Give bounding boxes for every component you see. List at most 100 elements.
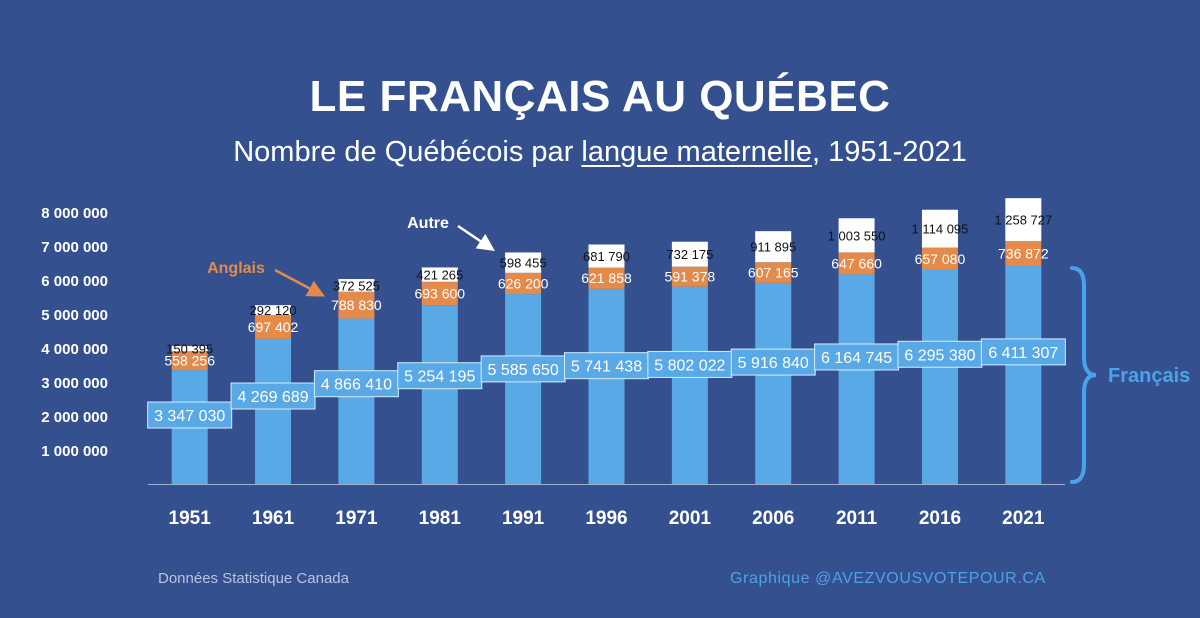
data-label-francais: 6 295 380 <box>904 347 975 364</box>
bar-francais <box>255 338 292 484</box>
annotation-francais-label: Français <box>1108 365 1190 387</box>
y-tick-label: 1 000 000 <box>41 443 108 460</box>
bar-autre <box>838 218 875 253</box>
data-label-autre: 911 895 <box>750 240 796 255</box>
data-label-autre: 1 114 095 <box>912 222 969 237</box>
data-label-anglais: 647 660 <box>831 255 882 271</box>
y-tick-label: 5 000 000 <box>41 307 108 324</box>
data-label-autre: 1 258 727 <box>994 213 1052 228</box>
data-label-francais: 4 866 410 <box>321 377 392 394</box>
data-label-box-francais <box>980 338 1066 366</box>
data-label-box-francais <box>564 352 649 380</box>
bar-anglais <box>505 272 542 295</box>
bar-autre <box>338 279 375 292</box>
bar-anglais <box>671 266 708 287</box>
x-tick-label: 1996 <box>585 508 627 529</box>
data-label-autre: 150 395 <box>166 342 213 357</box>
bar-francais <box>421 305 458 484</box>
data-label-francais: 5 916 840 <box>738 355 809 372</box>
bar-autre <box>171 346 208 352</box>
bar-autre <box>671 241 708 267</box>
bar-francais <box>755 282 792 484</box>
annotation-anglais-label: Anglais <box>207 260 265 277</box>
subtitle-prefix: Nombre de Québécois par <box>233 136 582 168</box>
data-label-anglais: 558 256 <box>164 353 215 369</box>
data-label-francais: 6 411 307 <box>988 345 1058 362</box>
chart-subtitle: Nombre de Québécois par langue maternell… <box>0 136 1200 169</box>
bar-anglais <box>421 281 458 306</box>
y-tick-label: 3 000 000 <box>41 375 108 392</box>
bar-autre <box>421 267 458 282</box>
data-label-francais: 5 585 650 <box>488 362 559 379</box>
y-tick-label: 7 000 000 <box>41 239 108 256</box>
subtitle-suffix: , 1951-2021 <box>811 136 967 168</box>
data-label-francais: 5 741 438 <box>571 359 642 376</box>
data-label-box-francais <box>147 401 233 429</box>
data-label-box-francais <box>897 340 983 368</box>
bar-anglais <box>755 262 792 283</box>
data-label-anglais: 657 080 <box>915 251 966 267</box>
data-label-francais: 3 347 030 <box>154 408 225 425</box>
bar-francais <box>588 288 625 484</box>
x-tick-label: 1971 <box>335 508 378 529</box>
subtitle-underlined: langue maternelle <box>581 136 812 168</box>
data-label-francais: 5 802 022 <box>654 357 725 374</box>
bar-autre <box>255 305 292 316</box>
x-tick-label: 2001 <box>669 508 712 529</box>
data-label-anglais: 621 858 <box>581 270 632 286</box>
x-tick-label: 2016 <box>919 508 961 529</box>
bar-francais <box>838 274 875 484</box>
annotation-anglais-arrow <box>274 268 326 297</box>
y-tick-label: 2 000 000 <box>41 409 108 426</box>
bar-anglais <box>1005 240 1042 267</box>
x-tick-label: 1951 <box>169 508 212 529</box>
bar-autre <box>921 209 958 248</box>
data-label-box-francais <box>397 362 483 390</box>
data-label-anglais: 693 600 <box>414 286 465 302</box>
data-label-anglais: 607 165 <box>748 265 799 281</box>
data-label-anglais: 788 830 <box>331 297 382 313</box>
y-tick-label: 6 000 000 <box>41 273 108 290</box>
data-label-box-francais <box>480 355 566 383</box>
data-label-francais: 5 254 195 <box>404 369 475 386</box>
data-label-anglais: 626 200 <box>498 275 549 291</box>
data-label-autre: 1 003 550 <box>828 228 886 243</box>
bar-francais <box>671 286 708 484</box>
bar-autre <box>1005 198 1042 241</box>
data-label-box-francais <box>814 343 900 371</box>
bar-anglais <box>338 291 375 319</box>
x-tick-label: 2021 <box>1002 508 1045 529</box>
data-label-anglais: 591 378 <box>665 269 716 285</box>
data-label-francais: 6 164 745 <box>821 350 892 367</box>
data-label-autre: 292 120 <box>250 303 297 318</box>
bar-autre <box>755 231 792 263</box>
francais-brace <box>1070 266 1097 484</box>
bar-francais <box>1005 266 1042 484</box>
bar-anglais <box>588 267 625 289</box>
bar-francais <box>921 269 958 484</box>
x-tick-label: 1981 <box>419 508 462 529</box>
data-source: Données Statistique Canada <box>158 570 349 587</box>
x-tick-label: 2011 <box>836 508 878 529</box>
bar-francais <box>338 318 375 484</box>
data-label-box-francais <box>313 370 399 398</box>
x-tick-label: 1961 <box>252 508 295 529</box>
bar-francais <box>505 294 542 484</box>
data-label-autre: 732 175 <box>666 247 713 262</box>
bar-anglais <box>171 351 208 371</box>
data-label-francais: 4 269 689 <box>237 389 308 406</box>
y-tick-label: 8 000 000 <box>41 205 108 222</box>
y-tick-label: 4 000 000 <box>41 341 108 358</box>
x-tick-label: 1991 <box>502 508 545 529</box>
chart-credit: Graphique @AVEZVOUSVOTEPOUR.CA <box>730 570 1046 587</box>
bar-autre <box>588 244 625 268</box>
x-tick-label: 2006 <box>752 508 794 529</box>
data-label-box-francais <box>647 350 733 378</box>
bar-anglais <box>921 247 958 270</box>
data-label-autre: 372 525 <box>333 278 380 293</box>
bar-autre <box>505 252 542 273</box>
data-label-anglais: 697 402 <box>248 319 299 335</box>
bar-anglais <box>838 252 875 275</box>
